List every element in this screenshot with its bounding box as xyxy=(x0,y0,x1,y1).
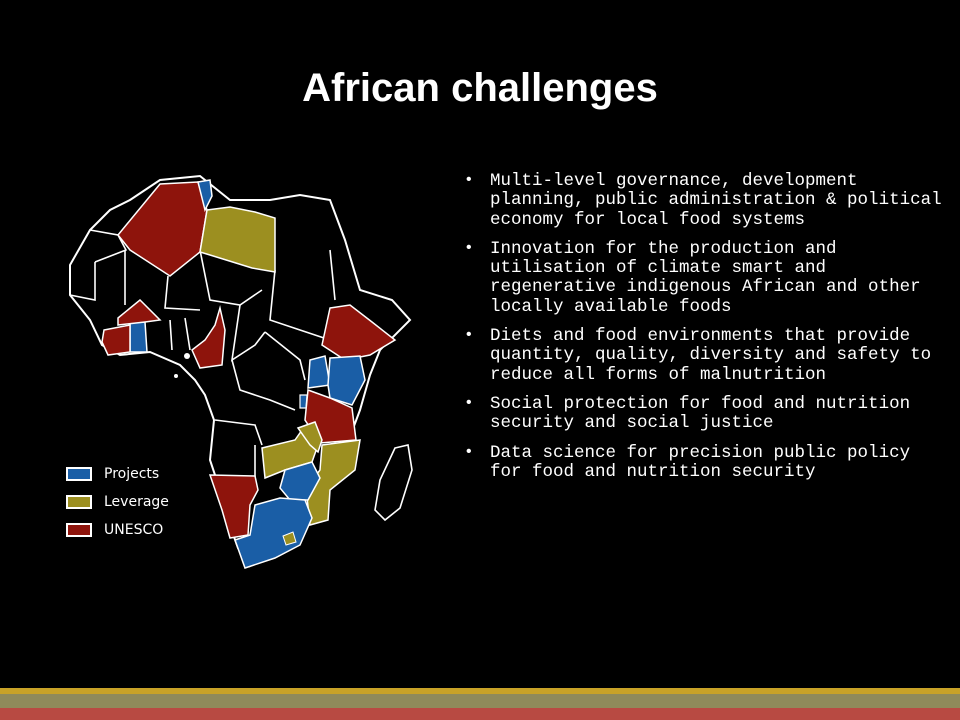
bullet-icon: • xyxy=(464,238,474,257)
country-nigeria-cameroon xyxy=(191,305,226,369)
country-libya xyxy=(199,206,276,273)
slide-title: African challenges xyxy=(302,66,658,110)
island-small-2 xyxy=(174,374,178,378)
bullet-item: • Innovation for the production and utili… xyxy=(462,238,942,317)
country-ghana xyxy=(129,321,148,353)
legend-swatch-unesco xyxy=(66,523,92,537)
footer-bar-olive xyxy=(0,694,960,708)
country-kenya xyxy=(327,355,366,406)
bullet-icon: • xyxy=(464,442,474,461)
bullet-item: • Multi-level governance, development pla… xyxy=(462,171,942,230)
bullet-list: • Multi-level governance, development pla… xyxy=(462,171,942,492)
country-zambia xyxy=(261,428,319,480)
footer-bar-red xyxy=(0,708,960,720)
country-ivory-coast xyxy=(101,324,131,356)
country-ethiopia xyxy=(321,304,397,361)
island-madagascar xyxy=(374,444,413,522)
bullet-text: Diets and food environments that provide… xyxy=(490,326,932,385)
bullet-item: • Social protection for food and nutritio… xyxy=(462,393,942,434)
bullet-item: • Data science for precision public polic… xyxy=(462,442,942,483)
legend-swatch-leverage xyxy=(66,495,92,509)
bullet-icon: • xyxy=(464,171,474,189)
island-small xyxy=(184,353,190,359)
country-lesotho xyxy=(282,531,297,546)
footer-bar-gold xyxy=(0,688,960,694)
bullet-icon: • xyxy=(464,326,474,345)
bullet-text: Social protection for food and nutrition… xyxy=(490,393,911,434)
legend-label-projects: Projects xyxy=(104,466,160,482)
bullet-text: Data science for precision public policy… xyxy=(490,442,911,482)
legend-swatch-projects xyxy=(66,467,92,481)
country-malawi xyxy=(296,421,323,454)
country-zimbabwe xyxy=(279,461,321,501)
country-south-africa xyxy=(234,497,313,569)
bullet-item: • Diets and food environments that provid… xyxy=(462,326,942,385)
bullet-text: Innovation for the production and utilis… xyxy=(490,238,921,317)
legend-item-leverage: Leverage xyxy=(66,488,169,516)
country-tunisia xyxy=(197,179,213,213)
legend-item-unesco: UNESCO xyxy=(66,516,169,544)
africa-map xyxy=(69,174,413,569)
legend-label-unesco: UNESCO xyxy=(104,522,164,538)
legend-label-leverage: Leverage xyxy=(104,494,169,510)
bullet-text: Multi-level governance, development plan… xyxy=(490,171,942,230)
map-legend: Projects Leverage UNESCO xyxy=(66,460,169,544)
bullet-icon: • xyxy=(464,393,474,412)
country-burkina-faso xyxy=(117,298,162,326)
country-namibia xyxy=(208,474,259,539)
legend-item-projects: Projects xyxy=(66,460,169,488)
